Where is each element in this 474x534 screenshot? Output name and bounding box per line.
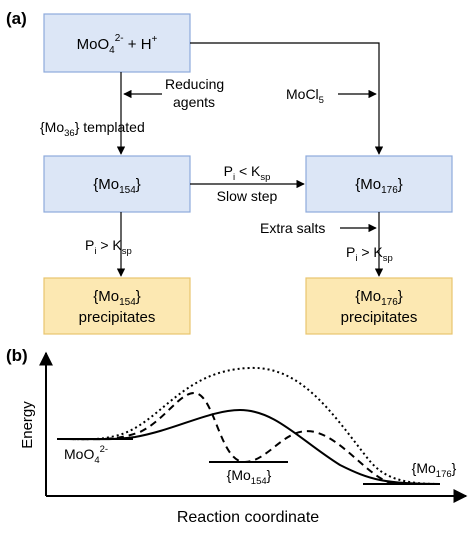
mo176-label: {Mo176} — [355, 176, 403, 196]
mo154-box — [43, 155, 191, 213]
mo176-box — [305, 155, 453, 213]
pi-gt-ksp-left-label: Pi > Ksp — [85, 237, 132, 257]
mo154-precip-line1: {Mo154} — [93, 288, 141, 308]
mo176-precipitates-box — [305, 277, 453, 335]
mo154-label: {Mo154} — [93, 176, 141, 196]
state-mo154-label: {Mo154} — [227, 467, 272, 487]
templated-label: {Mo36} templated — [40, 119, 145, 139]
panel-a-tag: (a) — [6, 9, 27, 28]
mo176-precip-line1: {Mo176} — [355, 288, 403, 308]
arrow-reactants-to-mo176 — [190, 42, 384, 155]
pi-lt-ksp-label: Pi < Ksp — [224, 163, 271, 183]
reactants-formula: MoO42- + H+ — [77, 33, 158, 56]
panel-b-tag: (b) — [6, 346, 28, 365]
mo176-precip-line2: precipitates — [341, 309, 418, 326]
reactants-box — [43, 13, 191, 73]
state-mo176-label: {Mo176} — [412, 460, 457, 480]
mo154-precipitates-box — [43, 277, 191, 335]
reducing-agents-line1: Reducing — [165, 76, 224, 92]
extra-salts-label: Extra salts — [260, 220, 325, 236]
reducing-agents-line2: agents — [173, 94, 215, 110]
mo154-intermediate-path-dashed — [56, 391, 440, 485]
y-axis-label: Energy — [19, 401, 36, 449]
mocl5-label: MoCl5 — [286, 86, 324, 106]
slow-step-label: Slow step — [217, 188, 278, 204]
state-start-label: MoO42- — [64, 444, 108, 466]
x-axis-label: Reaction coordinate — [177, 509, 319, 526]
pi-gt-ksp-right-label: Pi > Ksp — [346, 244, 393, 264]
mo154-precip-line2: precipitates — [79, 309, 156, 326]
